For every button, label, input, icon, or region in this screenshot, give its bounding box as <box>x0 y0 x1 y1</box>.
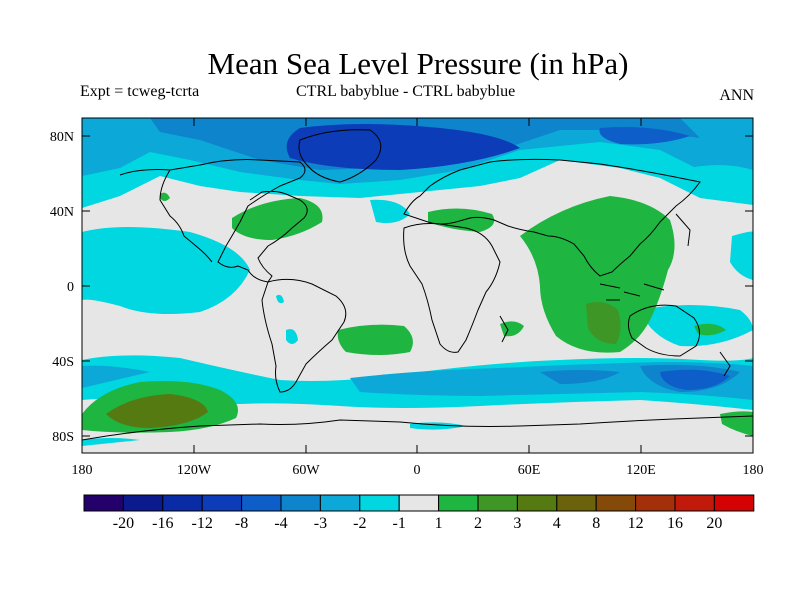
colorbar-label: -12 <box>192 515 213 532</box>
colorbar-label: 20 <box>706 515 722 532</box>
coast-australia <box>627 304 700 357</box>
colorbar-box <box>595 494 637 512</box>
colorbar-label: -16 <box>152 515 173 532</box>
colorbar-box <box>241 494 282 512</box>
season-label: ANN <box>719 87 754 104</box>
colorbar-box <box>516 494 558 512</box>
lat-ticks <box>82 135 753 437</box>
west-pacific-cyan <box>730 231 753 280</box>
colorbar-label: -4 <box>274 515 287 532</box>
colorbar-box <box>280 494 321 512</box>
colorbar-label: -8 <box>235 515 248 532</box>
coast-antarctica <box>82 415 753 441</box>
lon-label-0: 0 <box>414 463 421 478</box>
coast-japan <box>675 213 691 247</box>
lat-labels: 80N 40N 0 40S 80S <box>50 130 74 445</box>
coast-north-america <box>119 159 308 283</box>
colorbar-boxes <box>83 494 755 512</box>
small-cyan <box>276 294 284 304</box>
colorbar-label: 16 <box>667 515 683 532</box>
colorbar-label: 12 <box>628 515 644 532</box>
colorbar-box <box>319 494 361 512</box>
north-pacific-cyan <box>680 165 753 194</box>
colorbar-box <box>398 494 440 512</box>
colorbar-box <box>359 494 400 512</box>
colorbar-box <box>438 494 479 512</box>
colorbar-label: 3 <box>513 515 521 532</box>
lat-label-40s: 40S <box>52 355 74 370</box>
colorbar-box <box>162 494 203 512</box>
field-layers <box>82 118 753 453</box>
lat-label-80s: 80S <box>52 430 74 445</box>
north-atlantic-green <box>232 198 323 240</box>
lon-label-120e: 120E <box>626 463 656 478</box>
colorbar-box <box>477 494 518 512</box>
arctic-deep-blue <box>286 124 520 170</box>
south-pacific-olive <box>106 394 208 428</box>
southeast-green <box>720 411 753 436</box>
colorbar-box <box>201 494 243 512</box>
colorbar-box <box>122 494 164 512</box>
colorbar-label: 8 <box>592 515 600 532</box>
coast-new-zealand <box>719 351 731 377</box>
experiment-label: Expt = tcweg-tcrta <box>80 83 200 100</box>
colorbar-box <box>713 494 755 512</box>
lon-ticks <box>81 118 754 453</box>
comparison-label: CTRL babyblue - CTRL babyblue <box>296 83 516 100</box>
southern-blue-patch <box>660 369 730 390</box>
lon-label-120w: 120W <box>177 463 212 478</box>
colorbar-label: -20 <box>113 515 134 532</box>
lat-label-80n: 80N <box>50 130 74 145</box>
colorbar-labels: -20 -16 -12 -8 -4 -3 -2 -1 1 2 3 4 8 12 16 20 <box>113 515 723 532</box>
colorbar-label: -2 <box>353 515 366 532</box>
colorbar-box <box>83 494 124 512</box>
pacific-green-dot <box>160 192 170 201</box>
colorbar-box <box>635 494 676 512</box>
coast-europe-asia <box>403 158 701 277</box>
lon-label-180e: 180 <box>743 463 764 478</box>
arctic-blue-patch <box>599 127 690 145</box>
colorbar-label: 4 <box>553 515 561 532</box>
lon-labels: 180 120W 60W 0 60E 120E 180 <box>72 463 764 478</box>
coast-greenland <box>298 129 382 183</box>
lon-label-180w: 180 <box>72 463 93 478</box>
coast-africa <box>403 223 501 353</box>
lat-label-40n: 40N <box>50 205 74 220</box>
coastlines <box>82 129 753 441</box>
colorbar-label: -3 <box>314 515 327 532</box>
indian-ocean-olive <box>586 302 621 344</box>
colorbar-box <box>674 494 715 512</box>
australia-east-green <box>694 323 726 336</box>
coast-south-america <box>261 278 347 393</box>
coast-indonesia <box>599 283 665 301</box>
lon-label-60w: 60W <box>292 463 320 478</box>
map-title: Mean Sea Level Pressure (in hPa) <box>207 46 629 81</box>
lat-label-0: 0 <box>67 280 74 295</box>
colorbar-box <box>556 494 597 512</box>
east-pacific-cyan <box>82 227 250 314</box>
atlantic-cyan <box>370 199 410 223</box>
coast-madagascar <box>499 315 509 343</box>
lon-label-60e: 60E <box>518 463 541 478</box>
colorbar-label: 2 <box>474 515 482 532</box>
colorbar-label: -1 <box>393 515 406 532</box>
south-atlantic-green <box>337 324 413 355</box>
madagascar-green <box>500 321 524 337</box>
south-america-cyan <box>286 329 298 344</box>
colorbar-label: 1 <box>435 515 443 532</box>
